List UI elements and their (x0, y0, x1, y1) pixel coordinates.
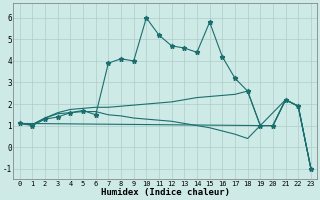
X-axis label: Humidex (Indice chaleur): Humidex (Indice chaleur) (101, 188, 230, 197)
